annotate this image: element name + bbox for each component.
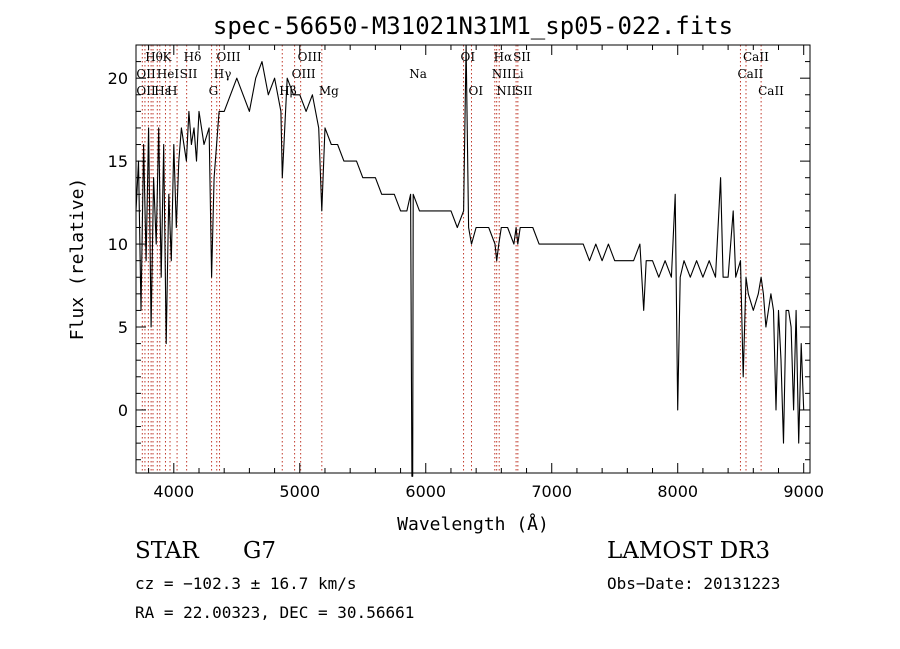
line-label: OII bbox=[136, 67, 156, 81]
line-label: CaII bbox=[743, 50, 769, 64]
flux-line bbox=[135, 44, 805, 477]
object-class: STAR bbox=[135, 538, 199, 564]
line-label: OI bbox=[461, 50, 476, 64]
line-label: NII bbox=[496, 84, 516, 98]
line-label: NII bbox=[492, 67, 512, 81]
x-tick-label: 5000 bbox=[279, 482, 320, 501]
y-axis: 0 5 10 15 20 bbox=[108, 61, 810, 461]
spectral-subclass: G7 bbox=[243, 538, 277, 564]
y-tick-label: 0 bbox=[118, 401, 128, 420]
y-axis-label: Flux (relative) bbox=[67, 178, 88, 341]
x-axis: 4000 5000 6000 7000 8000 9000 bbox=[148, 45, 824, 501]
line-label: Na bbox=[409, 67, 427, 81]
survey-name: LAMOST DR3 bbox=[607, 538, 771, 564]
line-label: OIII bbox=[292, 67, 316, 81]
plot-frame bbox=[135, 44, 811, 474]
line-label: OI bbox=[468, 84, 483, 98]
line-label: SII bbox=[513, 50, 531, 64]
line-label: OII bbox=[136, 84, 156, 98]
line-label: Li bbox=[512, 67, 524, 81]
x-tick-label: 8000 bbox=[657, 482, 698, 501]
y-tick-label: 15 bbox=[108, 152, 128, 171]
chart-title: spec-56650-M31021N31M1_sp05-022.fits bbox=[213, 12, 733, 40]
sky-coordinates: RA = 22.00323, DEC = 30.56661 bbox=[135, 603, 415, 622]
line-label: Hθ bbox=[145, 50, 163, 64]
line-label: Hε bbox=[154, 84, 171, 98]
x-tick-label: 4000 bbox=[153, 482, 194, 501]
x-axis-label: Wavelength (Å) bbox=[397, 513, 549, 535]
y-tick-label: 10 bbox=[108, 235, 128, 254]
line-label: HeI bbox=[157, 67, 180, 81]
line-label: Hγ bbox=[214, 67, 232, 81]
observation-date: Obs−Date: 20131223 bbox=[607, 574, 781, 593]
line-label: CaII bbox=[737, 67, 763, 81]
line-label: Hβ bbox=[279, 84, 296, 98]
line-label: CaII bbox=[758, 84, 784, 98]
line-label: K bbox=[162, 50, 172, 64]
x-tick-label: 6000 bbox=[405, 482, 446, 501]
line-label: Hα bbox=[494, 50, 513, 64]
redshift-velocity: cz = −102.3 ± 16.7 km/s bbox=[135, 574, 357, 593]
line-label: SII bbox=[180, 67, 198, 81]
line-label: G bbox=[209, 84, 219, 98]
line-label: OIII bbox=[217, 50, 241, 64]
line-label: Hδ bbox=[184, 50, 202, 64]
line-label: OIII bbox=[298, 50, 322, 64]
emission-line-markers bbox=[141, 45, 762, 473]
line-label: SII bbox=[515, 84, 533, 98]
line-label: Mg bbox=[319, 84, 339, 98]
y-tick-label: 5 bbox=[118, 318, 128, 337]
y-tick-label: 20 bbox=[108, 69, 128, 88]
x-tick-label: 7000 bbox=[531, 482, 572, 501]
flux-series bbox=[135, 44, 805, 477]
line-label: H bbox=[167, 84, 177, 98]
x-tick-label: 9000 bbox=[783, 482, 824, 501]
